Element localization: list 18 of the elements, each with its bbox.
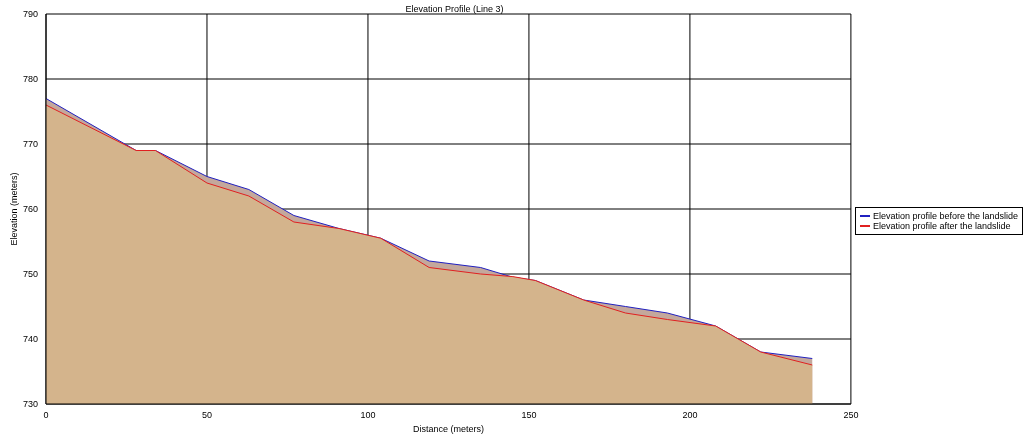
x-tick-label: 200: [682, 410, 698, 421]
y-tick-label: 790: [22, 9, 38, 20]
x-tick-label: 150: [521, 410, 537, 421]
x-axis-title: Distance (meters): [412, 424, 484, 434]
y-axis-title: Elevation (meters): [9, 172, 20, 246]
chart-title: Elevation Profile (Line 3): [404, 4, 505, 14]
x-tick-label: 250: [843, 410, 859, 421]
y-tick-label: 770: [22, 139, 38, 150]
y-tick-label: 760: [22, 204, 38, 215]
x-tick-label: 0: [43, 410, 49, 421]
legend-label: Elevation profile after the landslide: [871, 221, 1012, 231]
y-tick-label: 740: [22, 334, 38, 345]
y-tick-label: 750: [22, 269, 38, 280]
x-tick-label: 50: [201, 410, 212, 421]
y-tick-label: 730: [22, 399, 38, 410]
y-tick-label: 780: [22, 74, 38, 85]
x-tick-label: 100: [360, 410, 376, 421]
legend-label: Elevation profile before the landslide: [871, 211, 1018, 221]
